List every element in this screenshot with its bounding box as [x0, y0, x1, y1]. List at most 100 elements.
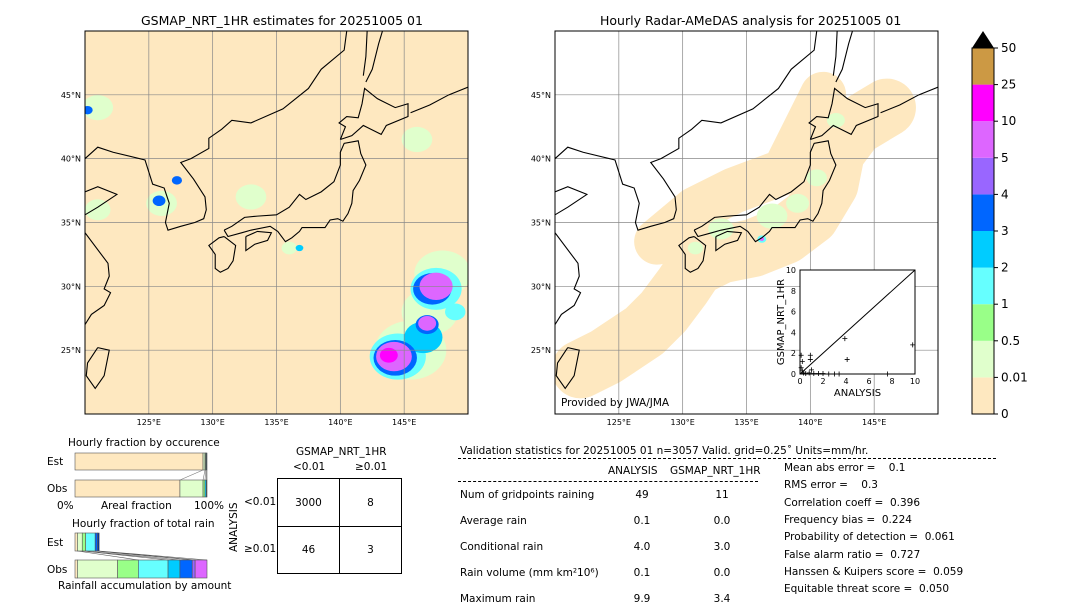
rain-patch: [295, 244, 304, 252]
occurrence-obs-segment: [74, 479, 181, 498]
colorbar-label: 0: [1001, 407, 1009, 421]
occurrence-est-segment: [206, 452, 208, 471]
coastline: [715, 230, 743, 252]
coastline: [555, 186, 589, 216]
stat-analysis-value: 0.1: [633, 515, 651, 527]
cell-false-alarm: 8: [367, 497, 374, 509]
occurrence-obs-segment: [206, 479, 208, 498]
table-divider: [278, 526, 401, 527]
coastline: [410, 86, 468, 114]
lat-tick-label: 30°N: [531, 282, 551, 291]
rain-patch: [379, 347, 398, 363]
scatter-point: [798, 352, 804, 358]
contingency-table: 3000 8 46 3: [277, 478, 402, 574]
coastline: [678, 236, 707, 273]
colorbar-label: 2: [1001, 261, 1009, 275]
scatter-x-tick: 2: [820, 377, 825, 386]
lon-tick-label: 130°E: [671, 418, 695, 427]
lon-tick-label: 135°E: [264, 418, 288, 427]
lat-tick-label: 40°N: [531, 155, 551, 164]
occurrence-est-segment: [74, 452, 204, 471]
rain-est-label: Est: [47, 537, 64, 549]
lon-tick-label: 130°E: [201, 418, 225, 427]
coastline: [85, 186, 119, 216]
scatter-y-tick: 2: [791, 349, 796, 358]
stats-col-divider: [458, 481, 758, 482]
stat-label: Maximum rain: [460, 593, 536, 605]
colorbar-segment: [972, 121, 994, 158]
coastline: [880, 86, 938, 114]
coastline: [832, 31, 838, 76]
score-line: RMS error = 0.3: [784, 479, 878, 492]
scatter-diagonal: [799, 269, 916, 375]
rainfrac-connector: [82, 550, 169, 561]
rain-patch: [235, 184, 267, 210]
coastline: [85, 347, 110, 390]
stat-gsmap-value: 3.4: [713, 593, 731, 605]
occurrence-title: Hourly fraction by occurence: [68, 437, 220, 449]
scatter-point: [836, 371, 842, 377]
rainfrac-obs-segment: [191, 559, 196, 579]
row-header-lt: <0.01: [244, 496, 277, 508]
stats-col-analysis: ANALYSIS: [608, 465, 658, 477]
colorbar-segment: [972, 267, 994, 305]
stat-gsmap-value: 0.0: [713, 515, 731, 527]
rain-patch: [826, 113, 845, 128]
rainfrac-xlabel: Rainfall accumulation by amount: [58, 580, 232, 592]
rainfrac-est-segment: [97, 532, 100, 552]
rain-patch: [85, 105, 93, 115]
map-frame: [84, 30, 469, 415]
row-label: ANALYSIS: [228, 502, 240, 552]
scatter-point: [799, 359, 805, 365]
lat-tick-label: 45°N: [531, 91, 551, 100]
colorbar-label: 10: [1001, 114, 1016, 128]
scatter-xlabel: ANALYSIS: [834, 388, 881, 399]
scatter-point: [884, 371, 890, 377]
lat-tick-label: 40°N: [61, 155, 81, 164]
rain-patch: [85, 94, 114, 121]
coastline: [808, 87, 879, 141]
rain-patch: [281, 241, 297, 255]
occurrence-connector: [204, 469, 206, 481]
occurrence-connector: [202, 469, 206, 481]
occ-tick-100: 100%: [194, 500, 225, 512]
map-layer: [85, 31, 468, 414]
colorbar-label: 0.01: [1001, 370, 1028, 384]
colorbar-segment: [972, 340, 994, 378]
colorbar-label: 3: [1001, 224, 1009, 238]
rain-patch: [171, 176, 183, 185]
coastline: [223, 140, 367, 243]
scatter-point: [844, 356, 850, 362]
colorbar-extend-arrow: [972, 31, 994, 48]
occ-obs-label: Obs: [47, 483, 68, 495]
rainfrac-connector: [99, 550, 208, 561]
scatter-point: [811, 370, 817, 376]
score-line: Equitable threat score = 0.050: [784, 583, 950, 596]
stats-col-gsmap: GSMAP_NRT_1HR: [670, 465, 761, 477]
colorbar-segment: [972, 304, 994, 341]
cell-miss: 46: [301, 544, 316, 556]
coastline: [555, 31, 818, 231]
rain-patch: [418, 316, 437, 331]
maps-svg: 125°E 130°E 135°E 140°E 145°E 45°N 40°N 35°N 30°…: [61, 30, 1028, 427]
scatter-point: [826, 371, 832, 377]
colorbar-segment: [972, 231, 994, 268]
rain-patch: [708, 218, 734, 240]
score-line: Probability of detection = 0.061: [784, 531, 955, 544]
scatter-ylabel: GSMAP_NRT_1HR: [776, 279, 787, 365]
fraction-bars-svg: [74, 452, 208, 579]
stat-analysis-value: 49: [635, 489, 649, 501]
right-map-title: Hourly Radar-AMeDAS analysis for 2025100…: [600, 13, 902, 28]
score-line: Hanssen & Kuipers score = 0.059: [784, 565, 964, 578]
lat-tick-label: 35°N: [61, 218, 81, 227]
occ-tick-0: 0%: [57, 500, 74, 512]
stat-label: Conditional rain: [460, 541, 544, 553]
lat-tick-label: 25°N: [61, 346, 81, 355]
col-header-ge: ≥0.01: [355, 461, 388, 473]
rainfrac-est-segment: [77, 532, 83, 552]
rain-patch: [85, 199, 111, 221]
rainfrac-est-segment: [94, 532, 98, 552]
scatter-point: [832, 371, 837, 377]
lon-tick-label: 145°E: [392, 418, 416, 427]
stat-analysis-value: 0.1: [633, 567, 651, 579]
